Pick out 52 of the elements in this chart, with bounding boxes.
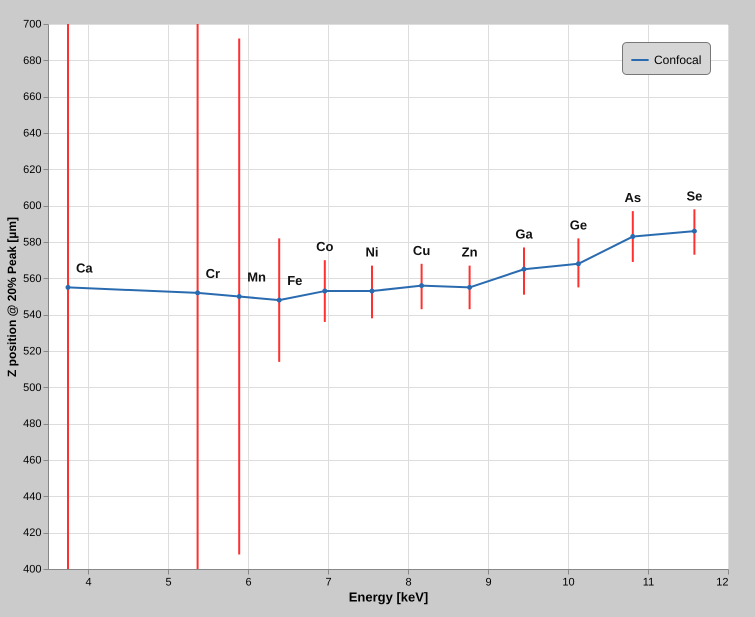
legend-label: Confocal (654, 53, 702, 67)
annotation: Se (686, 188, 702, 204)
annotation: As (624, 190, 642, 206)
x-tick-label: 7 (325, 576, 332, 588)
y-axis-title: Z position @ 20% Peak [µm] (5, 217, 20, 377)
y-tick-label: 600 (23, 200, 42, 212)
point (370, 288, 374, 294)
annotation: Mn (247, 270, 266, 284)
y-tick-label: 480 (23, 418, 42, 430)
point (236, 294, 242, 299)
y-tick-label: 700 (23, 18, 42, 30)
annotation: Co (316, 239, 334, 254)
point (522, 266, 526, 272)
x-tick-label: 4 (85, 576, 92, 588)
point (419, 283, 424, 288)
point (692, 228, 697, 234)
y-tick-label: 500 (23, 382, 42, 394)
annotation: Ni (366, 244, 378, 260)
x-tick-label: 12 (716, 576, 728, 588)
annotation: Cu (412, 242, 430, 258)
x-tick-label: 9 (485, 576, 492, 588)
annotation: Ga (515, 226, 534, 242)
y-tick-label: 640 (23, 128, 42, 140)
annotation: Cr (206, 266, 220, 281)
x-tick-label: 11 (642, 576, 654, 588)
annotation: Ge (570, 217, 588, 232)
x-tick-label: 6 (245, 576, 252, 588)
point (467, 284, 472, 290)
point (195, 290, 200, 296)
point (276, 298, 282, 303)
y-tick-label: 460 (23, 454, 42, 466)
x-axis-title: Energy [keV] (348, 590, 428, 604)
point (576, 261, 581, 266)
annotation: Ca (76, 260, 94, 276)
y-tick-label: 400 (23, 564, 42, 576)
y-tick-label: 680 (23, 54, 42, 67)
y-tick-label: 440 (23, 490, 42, 503)
x-tick-label: 5 (165, 576, 172, 588)
y-tick-label: 660 (23, 91, 42, 104)
y-tick-label: 520 (23, 346, 42, 358)
y-tick-label: 420 (23, 527, 42, 540)
point (322, 288, 328, 294)
annotation: Fe (287, 273, 302, 288)
point (66, 284, 70, 290)
x-tick-label: 8 (405, 576, 412, 588)
point (630, 234, 636, 240)
x-tick-label: 10 (562, 576, 575, 588)
annotation: Zn (462, 244, 478, 260)
y-tick-label: 560 (23, 272, 42, 285)
y-tick-label: 580 (23, 236, 42, 248)
y-tick-label: 620 (23, 164, 42, 176)
y-tick-label: 540 (23, 309, 42, 322)
